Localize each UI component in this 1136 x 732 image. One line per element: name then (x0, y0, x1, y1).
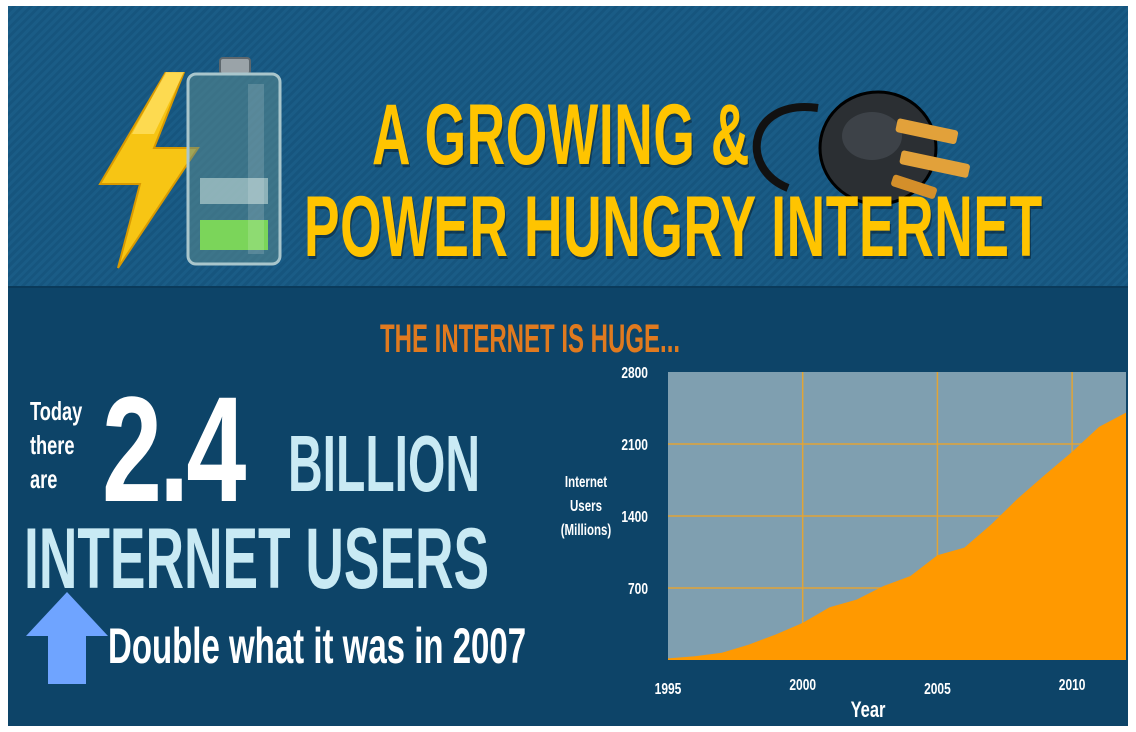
today-line-3: are (30, 464, 58, 494)
x-tick-label: 2000 (789, 675, 816, 693)
y-tick-label: 2100 (621, 435, 648, 453)
x-axis-label: Year (851, 698, 886, 723)
x-tick-label: 1995 (655, 679, 682, 697)
header-divider (8, 286, 1128, 288)
x-tick-labels: 1995 2000 2005 2010 (655, 675, 1086, 697)
user-count-number: 2.4 (102, 365, 246, 533)
internet-users-label: INTERNET USERS (24, 511, 490, 607)
y-axis-label-line-1: Internet (565, 472, 608, 490)
power-plug-icon (752, 90, 970, 206)
x-tick-label: 2010 (1059, 675, 1086, 693)
y-tick-label: 700 (628, 579, 648, 597)
up-arrow-icon (26, 592, 108, 684)
today-line-1: Today (30, 396, 83, 426)
y-tick-labels: 700 1400 2100 2800 (621, 363, 648, 597)
today-line-2: there (30, 430, 75, 460)
title-line-2: POWER HUNGRY INTERNET (304, 179, 1043, 275)
lightning-bolt-icon (98, 72, 200, 269)
y-axis-label-line-3: (Millions) (561, 520, 612, 538)
battery-icon (186, 57, 282, 266)
internet-users-chart: 700 1400 2100 2800 1995 2000 2005 2010 Year In… (561, 363, 1126, 723)
user-count-unit: BILLION (288, 419, 480, 508)
section-subtitle: THE INTERNET IS HUGE... (380, 317, 681, 361)
y-axis-label-line-2: Users (570, 496, 602, 514)
users-area (668, 412, 1126, 660)
y-axis-label: Internet Users (Millions) (561, 472, 612, 538)
y-tick-label: 2800 (621, 363, 648, 381)
title-line-1: A GROWING & (372, 87, 751, 183)
x-tick-label: 2005 (924, 679, 951, 697)
infographic: A GROWING & POWER HUNGRY INTERNET THE IN… (8, 6, 1128, 726)
growth-note: Double what it was in 2007 (108, 618, 527, 674)
today-there-are: Today there are (30, 394, 82, 496)
y-tick-label: 1400 (621, 507, 648, 525)
